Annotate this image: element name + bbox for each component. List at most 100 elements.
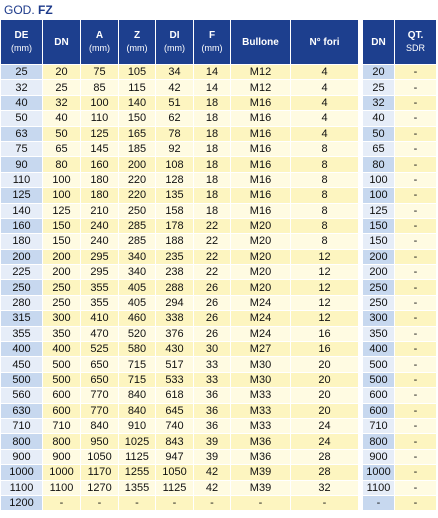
table-cell: 178 — [156, 218, 194, 235]
table-cell: 50 — [43, 126, 81, 142]
table-cell: 40 — [43, 111, 81, 127]
table-cell: 22 — [194, 218, 231, 235]
gap — [359, 20, 363, 65]
table-row: 140 125 210 250 158 18 M16 8 125- — [1, 203, 437, 219]
table-cell: 900 — [363, 449, 395, 466]
table-cell: M16 — [231, 157, 291, 173]
table-cell: 400 — [1, 342, 43, 358]
gap — [359, 157, 363, 173]
table-cell: 1050 — [81, 449, 119, 466]
table-cell: 1100 — [43, 480, 81, 496]
table-cell: - — [395, 141, 437, 158]
table-cell: 188 — [156, 234, 194, 250]
table-cell: 62 — [156, 111, 194, 127]
column-name: Bullone — [242, 36, 279, 48]
table-cell: 20 — [291, 403, 359, 419]
table-cell: M33 — [231, 418, 291, 435]
table-cell: M24 — [231, 295, 291, 312]
table-cell: - — [395, 126, 437, 142]
table-cell: 294 — [156, 295, 194, 312]
table-cell: 30 — [194, 342, 231, 358]
table-cell: 4 — [291, 80, 359, 96]
table-cell: - — [395, 480, 437, 496]
table-cell: 36 — [194, 418, 231, 435]
table-cell: 355 — [1, 326, 43, 343]
table-cell: 520 — [119, 326, 156, 343]
table-cell: 26 — [194, 295, 231, 312]
table-cell: 110 — [81, 111, 119, 127]
table-cell: 410 — [81, 311, 119, 327]
column-unit: (mm) — [11, 43, 32, 53]
gap — [359, 265, 363, 281]
table-cell: - — [395, 234, 437, 250]
table-cell: 630 — [1, 403, 43, 419]
table-row: 225 200 295 340 238 22 M20 12 200- — [1, 265, 437, 281]
table-cell: 200 — [1, 249, 43, 266]
table-cell: 150 — [43, 218, 81, 235]
table-cell: M36 — [231, 434, 291, 450]
table-cell: 740 — [156, 418, 194, 435]
table-cell: 240 — [81, 234, 119, 250]
table-cell: 600 — [43, 403, 81, 419]
gap — [359, 495, 363, 512]
column-unit: (mm) — [89, 43, 110, 53]
table-cell: M12 — [231, 80, 291, 96]
table-cell: 160 — [1, 218, 43, 235]
column-header: N° fori — [291, 20, 359, 65]
gap — [359, 311, 363, 327]
table-row: 75 65 145 185 92 18 M16 8 65- — [1, 141, 437, 158]
table-cell: 32 — [291, 480, 359, 496]
table-cell: 405 — [119, 280, 156, 296]
table-row: 900 900 1050 1125 947 39 M36 28 900- — [1, 449, 437, 466]
table-cell: 32 — [43, 95, 81, 112]
column-name: F — [208, 30, 216, 41]
gap — [359, 234, 363, 250]
table-cell: 36 — [194, 403, 231, 419]
table-cell: 20 — [363, 65, 395, 81]
table-cell: 800 — [363, 434, 395, 450]
column-unit: (mm) — [164, 43, 185, 53]
table-cell: 315 — [1, 311, 43, 327]
table-cell: 220 — [119, 188, 156, 204]
table-cell: 250 — [363, 295, 395, 312]
table-cell: 90 — [1, 157, 43, 173]
table-row: 25 20 75 105 34 14 M12 4 20- — [1, 65, 437, 81]
table-cell: 180 — [1, 234, 43, 250]
gap — [359, 465, 363, 481]
column-name: DN — [54, 36, 69, 48]
table-row: 710 710 840 910 740 36 M33 24 710- — [1, 418, 437, 435]
table-cell: 338 — [156, 311, 194, 327]
table-cell: 200 — [363, 265, 395, 281]
table-cell: 238 — [156, 265, 194, 281]
table-cell: 100 — [363, 188, 395, 204]
gap — [359, 218, 363, 235]
table-cell: 18 — [194, 141, 231, 158]
table-cell: 42 — [156, 80, 194, 96]
table-cell: M16 — [231, 95, 291, 112]
table-cell: 4 — [291, 65, 359, 81]
table-cell: 355 — [81, 280, 119, 296]
table-cell: 300 — [363, 311, 395, 327]
table-cell: 20 — [291, 388, 359, 404]
table-cell: 500 — [43, 357, 81, 373]
table-cell: M39 — [231, 480, 291, 496]
column-name: N° fori — [309, 36, 340, 48]
table-cell: 128 — [156, 172, 194, 189]
table-cell: - — [43, 495, 81, 512]
table-cell: - — [395, 280, 437, 296]
table-cell: 39 — [194, 434, 231, 450]
table-cell: 470 — [81, 326, 119, 343]
table-cell: 12 — [291, 280, 359, 296]
gap — [359, 295, 363, 312]
table-cell: 400 — [43, 342, 81, 358]
table-row: 250 250 355 405 288 26 M20 12 250- — [1, 280, 437, 296]
table-cell: - — [395, 65, 437, 81]
table-cell: 350 — [363, 326, 395, 343]
column-unit: (mm) — [126, 43, 148, 53]
table-cell: 950 — [81, 434, 119, 450]
table-cell: 34 — [156, 65, 194, 81]
table-cell: 220 — [119, 172, 156, 189]
table-cell: 92 — [156, 141, 194, 158]
table-cell: 24 — [291, 434, 359, 450]
table-cell: M33 — [231, 388, 291, 404]
